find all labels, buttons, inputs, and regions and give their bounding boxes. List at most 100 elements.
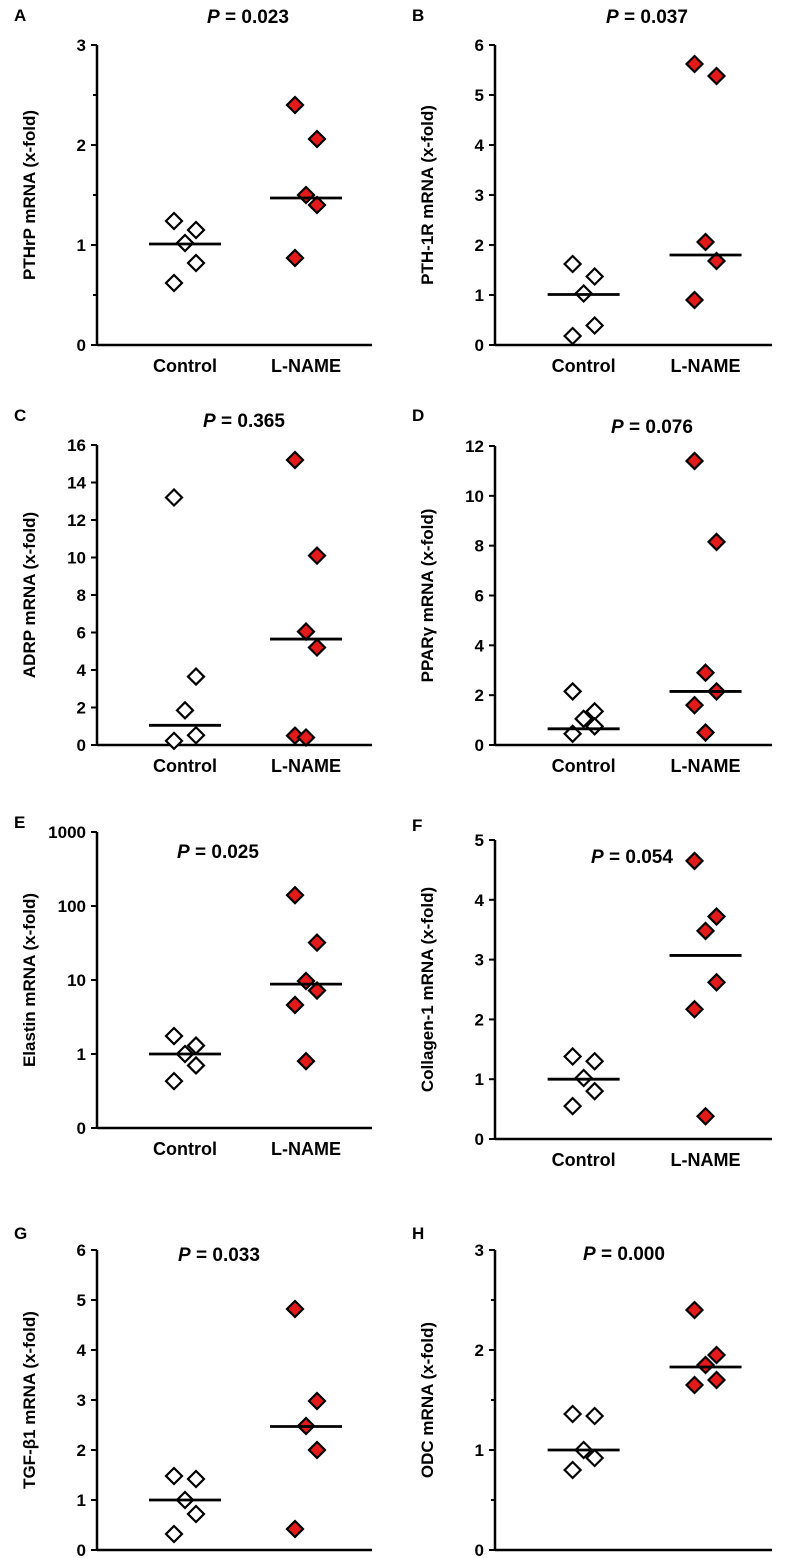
control-point [186, 253, 206, 273]
x-category-label: Control [552, 756, 616, 776]
y-tick-label: 5 [475, 86, 484, 105]
lname-point [285, 1299, 305, 1319]
control-point [186, 1504, 206, 1524]
y-tick-label: 3 [475, 951, 484, 970]
panel-letter: B [412, 6, 424, 25]
lname-point [695, 232, 716, 252]
y-tick-label: 5 [475, 831, 484, 850]
lname-point [285, 885, 305, 905]
y-tick-label: 16 [67, 436, 86, 455]
control-point [563, 681, 583, 701]
y-tick-label: 6 [475, 587, 484, 606]
lname-point [307, 546, 327, 566]
y-tick-label: 3 [77, 36, 86, 55]
y-tick-label: 1 [77, 1045, 86, 1064]
lname-point [296, 622, 316, 642]
y-tick-label: 3 [77, 1391, 86, 1410]
y-tick-label: 100 [58, 897, 86, 916]
chart-panel-f: F P = 0.054 Collagen-1 mRNA (x-fold) 0 1 2 3 4 5… [412, 816, 772, 1170]
lname-point [695, 663, 716, 683]
x-category-label: Control [153, 756, 217, 776]
y-tick-label: 10 [67, 549, 86, 568]
panel-letter: E [14, 813, 25, 832]
control-point [164, 1524, 184, 1544]
x-category-label: L-NAME [271, 1139, 341, 1159]
lname-point [285, 1519, 305, 1539]
control-point [164, 1466, 184, 1486]
control-point [563, 1460, 583, 1480]
y-tick-label: 6 [77, 1241, 86, 1260]
p-value-label: P = 0.076 [611, 417, 693, 438]
lname-point [296, 727, 316, 748]
control-point [164, 487, 184, 508]
y-tick-label: 3 [475, 1241, 484, 1260]
panel-letter: D [412, 406, 424, 425]
x-category-label: Control [552, 356, 616, 376]
control-point [585, 1051, 605, 1071]
control-point [175, 700, 195, 720]
lname-point [706, 251, 727, 271]
lname-point [285, 95, 305, 115]
lname-point [684, 290, 705, 310]
y-axis-label: PTHrP mRNA (x-fold) [20, 110, 39, 280]
control-point [585, 266, 605, 287]
control-point [186, 220, 206, 240]
y-tick-label: 2 [475, 236, 484, 255]
chart-panel-b: B P = 0.037 PTH-1R mRNA (x-fold) 0 1 2 3 4 5 6 Con… [412, 6, 772, 376]
y-tick-label: 1 [475, 286, 484, 305]
lname-point [706, 972, 727, 992]
chart-panel-a: A P = 0.023 PTHrP mRNA (x-fold) 0 1 2 3 Control… [14, 6, 372, 376]
control-point [563, 326, 583, 346]
control-point [186, 725, 206, 745]
control-point [585, 1081, 605, 1101]
y-tick-label: 1 [77, 236, 86, 255]
lname-point [285, 995, 305, 1015]
chart-panel-e: E P = 0.025 Elastin mRNA (x-fold) 0 1 10 100 10… [14, 813, 372, 1159]
lname-point [684, 1375, 705, 1395]
lname-point [307, 129, 327, 149]
control-point [164, 1071, 184, 1091]
x-category-label: L-NAME [271, 356, 341, 376]
lname-point [695, 1355, 716, 1375]
lname-point [307, 933, 327, 953]
y-tick-label: 8 [77, 586, 86, 605]
y-tick-label: 0 [77, 1119, 86, 1138]
control-point [585, 1406, 605, 1426]
y-axis-label: Collagen-1 mRNA (x-fold) [418, 887, 437, 1092]
p-value-label: P = 0.037 [606, 7, 688, 28]
y-tick-label: 1 [77, 1491, 86, 1510]
lname-point [307, 1440, 327, 1460]
lname-point [307, 981, 327, 1001]
y-tick-label: 3 [475, 186, 484, 205]
panel-letter: G [14, 1224, 27, 1243]
lname-point [684, 999, 705, 1019]
control-point [186, 667, 206, 687]
lname-point [706, 1370, 727, 1390]
y-tick-label: 10 [67, 971, 86, 990]
lname-point [684, 695, 705, 715]
lname-point [684, 451, 705, 471]
x-category-label: L-NAME [671, 356, 741, 376]
y-tick-label: 6 [475, 36, 484, 55]
lname-point [307, 637, 327, 658]
y-tick-label: 5 [77, 1291, 86, 1310]
lname-point [307, 195, 327, 215]
chart-panel-d: D P = 0.076 PPARγ mRNA (x-fold) 0 2 4 6 8 10 12 Co… [412, 406, 772, 776]
y-tick-label: 4 [475, 636, 485, 655]
control-point [585, 315, 605, 336]
lname-point [684, 851, 705, 871]
lname-point [695, 1106, 716, 1126]
y-tick-label: 1 [475, 1070, 484, 1089]
y-axis-label: Elastin mRNA (x-fold) [20, 893, 39, 1067]
p-value-label: P = 0.033 [178, 1245, 260, 1266]
y-tick-label: 12 [67, 511, 86, 530]
control-point [563, 1404, 583, 1424]
panel-letter: A [14, 6, 26, 25]
lname-point [684, 1300, 705, 1320]
y-tick-label: 10 [465, 487, 484, 506]
y-tick-label: 2 [77, 136, 86, 155]
p-value-label: P = 0.025 [177, 842, 259, 863]
